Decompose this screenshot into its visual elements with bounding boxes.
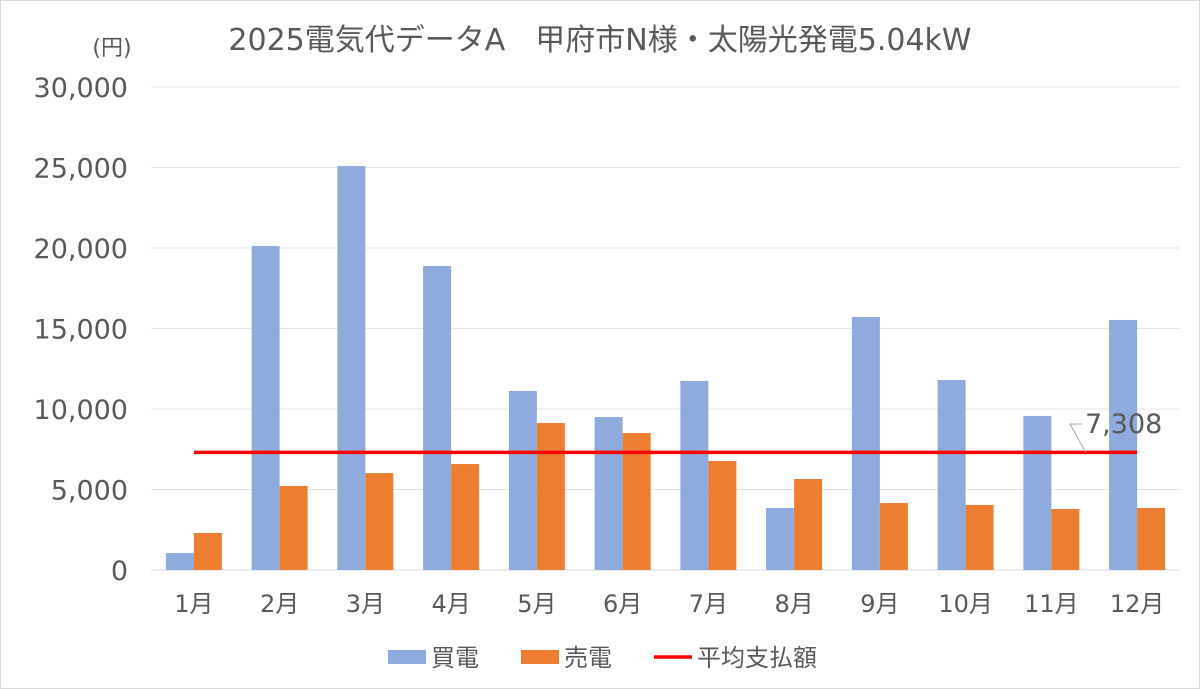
bar-sell [279,485,308,570]
bar-buy [594,417,623,570]
bar-sell [1137,508,1166,570]
bar-buy [337,166,366,570]
x-tick-label: 10月 [938,590,993,618]
legend-label: 買電 [431,644,479,672]
y-tick-label: 20,000 [34,234,128,265]
y-tick-label: 10,000 [34,395,128,426]
legend-label: 売電 [564,644,612,672]
y-tick-label: 25,000 [34,154,128,185]
x-tick-label: 12月 [1110,590,1165,618]
y-tick-label: 15,000 [34,315,128,346]
bar-sell [1051,508,1080,570]
bar-sell [536,423,565,570]
legend-swatch [521,650,559,664]
bar-sell [451,464,480,570]
bar-buy [680,380,709,570]
bar-buy [937,380,966,570]
x-tick-label: 8月 [774,590,813,618]
x-tick-label: 1月 [174,590,213,618]
bar-sell [965,504,994,570]
x-tick-label: 4月 [431,590,470,618]
bar-sell [708,461,737,570]
y-tick-label: 0 [111,556,128,587]
chart-title: 2025電気代データA 甲府市N様・太陽光発電5.04kW [228,23,971,58]
x-tick-label: 6月 [603,590,642,618]
bar-buy [423,266,452,570]
legend-swatch [388,650,426,664]
bar-buy [851,317,880,570]
bar-buy [508,390,537,570]
bar-sell [794,479,823,570]
x-tick-label: 9月 [860,590,899,618]
bar-sell [879,503,908,570]
x-tick-label: 7月 [689,590,728,618]
x-tick-label: 5月 [517,590,556,618]
y-tick-label: 5,000 [51,476,128,507]
x-tick-label: 3月 [346,590,385,618]
bar-buy [766,508,795,570]
x-tick-label: 11月 [1024,590,1079,618]
legend-label: 平均支払額 [697,644,817,672]
y-tick-label: 30,000 [34,73,128,104]
bar-sell [622,432,651,570]
data-label-leader [1069,423,1087,453]
bar-buy [165,553,194,570]
bar-buy [1109,319,1138,570]
y-axis-label: (円) [92,36,131,61]
x-tick-label: 2月 [260,590,299,618]
bar-buy [251,246,280,570]
bar-sell [365,473,394,570]
average-data-label: 7,308 [1085,409,1162,440]
bar-buy [1023,415,1052,570]
bar-sell [193,532,222,570]
